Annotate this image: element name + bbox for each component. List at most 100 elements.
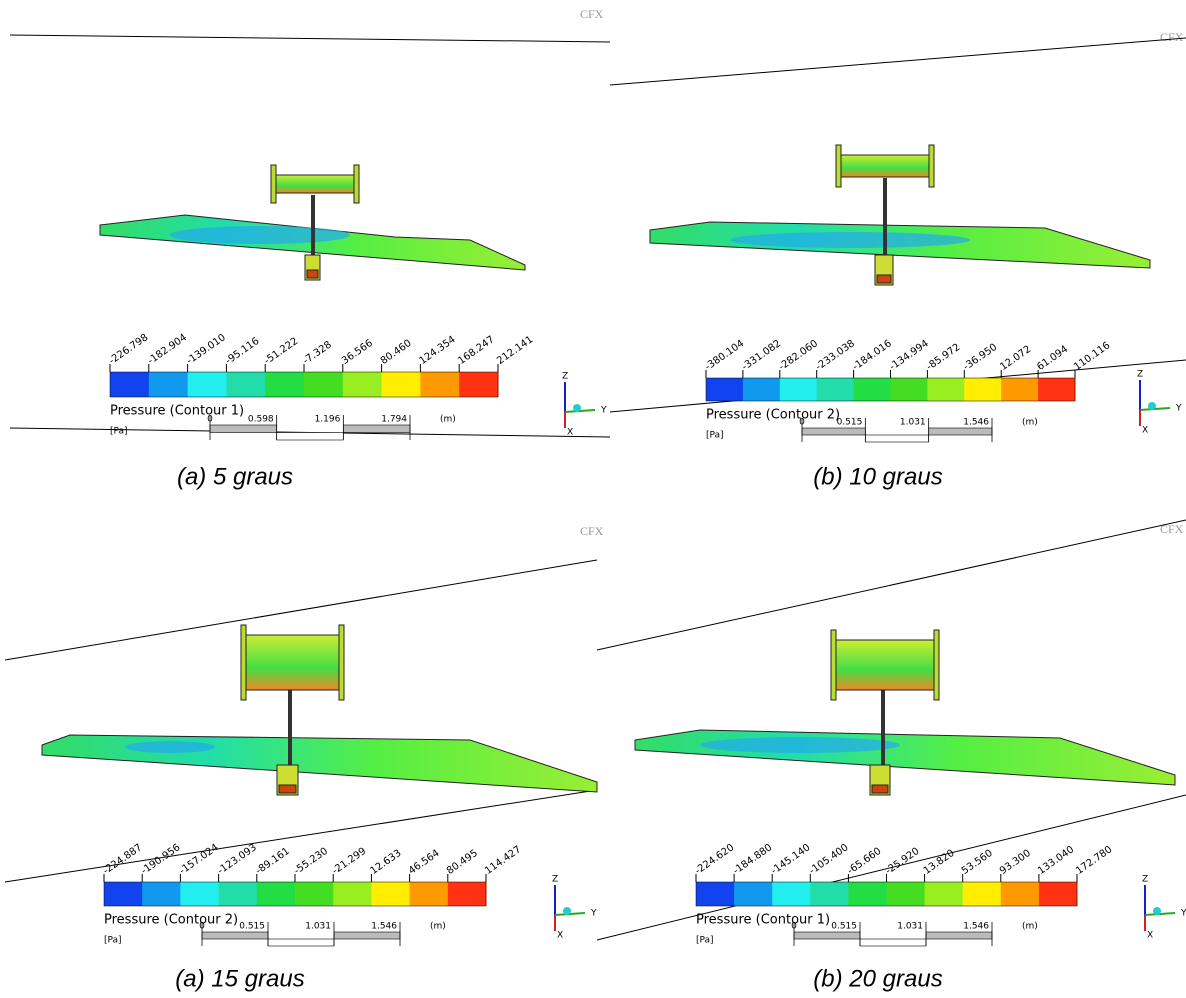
colorbar-label: -123.093 — [216, 842, 259, 877]
colorbar-label: -51.222 — [262, 336, 300, 367]
axis-origin — [573, 404, 581, 412]
colorbar-label: 12.072 — [998, 344, 1033, 373]
body-end — [872, 785, 888, 793]
axis-label: Z — [562, 372, 568, 382]
colorbar-label: -226.798 — [107, 332, 150, 367]
wing-fin-right — [929, 145, 934, 187]
colorbar-segment — [848, 882, 887, 906]
guide-line — [10, 35, 610, 42]
colorbar-label: -95.116 — [224, 336, 262, 367]
panel: CFX-224.887-190.956-157.024-123.093-89.1… — [5, 524, 604, 993]
colorbar-segment — [891, 378, 928, 401]
colorbar-segment — [925, 882, 964, 906]
colorbar-segment — [448, 882, 487, 906]
colorbar-label: -380.104 — [703, 338, 746, 373]
scale-label: 0.515 — [837, 418, 863, 428]
scale-label: 1.546 — [963, 922, 989, 932]
axis-label: X — [567, 428, 573, 438]
scale-segment — [794, 932, 860, 939]
colorbar-label: -21.299 — [330, 846, 368, 877]
legend-unit: [Pa] — [110, 427, 128, 437]
low-pressure-zone — [730, 232, 970, 248]
colorbar-label: 36.566 — [340, 338, 375, 367]
body-end — [877, 275, 891, 283]
axis-label: Y — [600, 406, 607, 416]
scale-segment — [929, 428, 992, 435]
colorbar-segment — [817, 378, 854, 401]
scale-label: 1.031 — [897, 922, 923, 932]
logo: CFX — [1160, 30, 1184, 44]
colorbar-segment — [459, 372, 498, 397]
legend-title: Pressure (Contour 2) — [706, 408, 840, 423]
colorbar-segment — [854, 378, 891, 401]
scale-label: 0.598 — [248, 415, 274, 425]
colorbar-segment — [743, 378, 780, 401]
colorbar-segment — [772, 882, 811, 906]
axis-label: Z — [1137, 370, 1143, 380]
wing-fin-right — [354, 165, 359, 203]
scale-segment — [268, 939, 334, 946]
plate — [42, 735, 597, 792]
body-end — [307, 270, 318, 278]
colorbar-label: 61.094 — [1035, 344, 1070, 373]
wing-fin-left — [831, 630, 836, 700]
axis-label: Y — [1175, 404, 1182, 414]
colorbar-segment — [265, 372, 304, 397]
scale-label: 1.031 — [900, 418, 926, 428]
scale-segment-top — [268, 932, 334, 939]
axis-label: X — [1147, 931, 1153, 941]
colorbar-label: 80.495 — [445, 848, 480, 877]
legend-unit: [Pa] — [104, 936, 122, 946]
colorbar-label: 93.300 — [998, 848, 1033, 877]
colorbar-segment — [188, 372, 227, 397]
colorbar-segment — [226, 372, 265, 397]
colorbar-label: -282.060 — [777, 338, 820, 373]
scale-label: 0.515 — [239, 922, 265, 932]
scale-segment — [202, 932, 268, 939]
scale-segment-top — [277, 425, 344, 433]
colorbar-segment — [257, 882, 296, 906]
colorbar-label: 168.247 — [456, 334, 496, 367]
scale-label: 0 — [207, 415, 213, 425]
colorbar-segment — [382, 372, 421, 397]
colorbar-segment — [420, 372, 459, 397]
colorbar-segment — [810, 882, 849, 906]
wing-fin-left — [836, 145, 841, 187]
scale-unit: (m) — [430, 922, 446, 932]
logo: CFX — [1160, 522, 1184, 536]
colorbar-label: -184.016 — [851, 338, 894, 373]
colorbar-label: -233.038 — [814, 338, 857, 373]
colorbar-label: -224.887 — [101, 842, 144, 877]
wing — [840, 155, 930, 177]
scale-label: 1.546 — [371, 922, 397, 932]
scale-label: 0 — [199, 922, 205, 932]
guide-line — [597, 520, 1186, 650]
colorbar-label: -134.994 — [888, 338, 931, 373]
axis-label: X — [557, 931, 563, 941]
colorbar-label: -182.904 — [146, 332, 189, 367]
caption: (b) 10 graus — [813, 463, 942, 490]
colorbar-label: -65.660 — [846, 846, 884, 877]
scale-label: 0 — [799, 418, 805, 428]
scale-segment — [802, 428, 865, 435]
colorbar-label: 124.354 — [418, 334, 458, 367]
colorbar-segment — [696, 882, 735, 906]
scale-unit: (m) — [1022, 922, 1038, 932]
axis-label: Z — [1142, 875, 1148, 885]
colorbar-label: -139.010 — [185, 332, 228, 367]
wing-fin-right — [339, 625, 344, 700]
wing-fin-left — [241, 625, 246, 700]
colorbar-label: -145.140 — [769, 842, 812, 877]
colorbar-label: -157.024 — [178, 842, 221, 877]
colorbar-segment — [343, 372, 382, 397]
colorbar-label: 212.141 — [495, 334, 535, 367]
colorbar-label: -224.620 — [693, 842, 736, 877]
wing — [245, 635, 340, 690]
colorbar-label: -331.082 — [740, 338, 783, 373]
colorbar-segment — [1039, 882, 1078, 906]
colorbar-segment — [734, 882, 773, 906]
scale-label: 1.546 — [963, 418, 989, 428]
colorbar-segment — [304, 372, 343, 397]
figure: CFX -226.798-182.904-139.010-95.116-51.22… — [0, 0, 1186, 998]
axis-origin — [563, 907, 571, 915]
